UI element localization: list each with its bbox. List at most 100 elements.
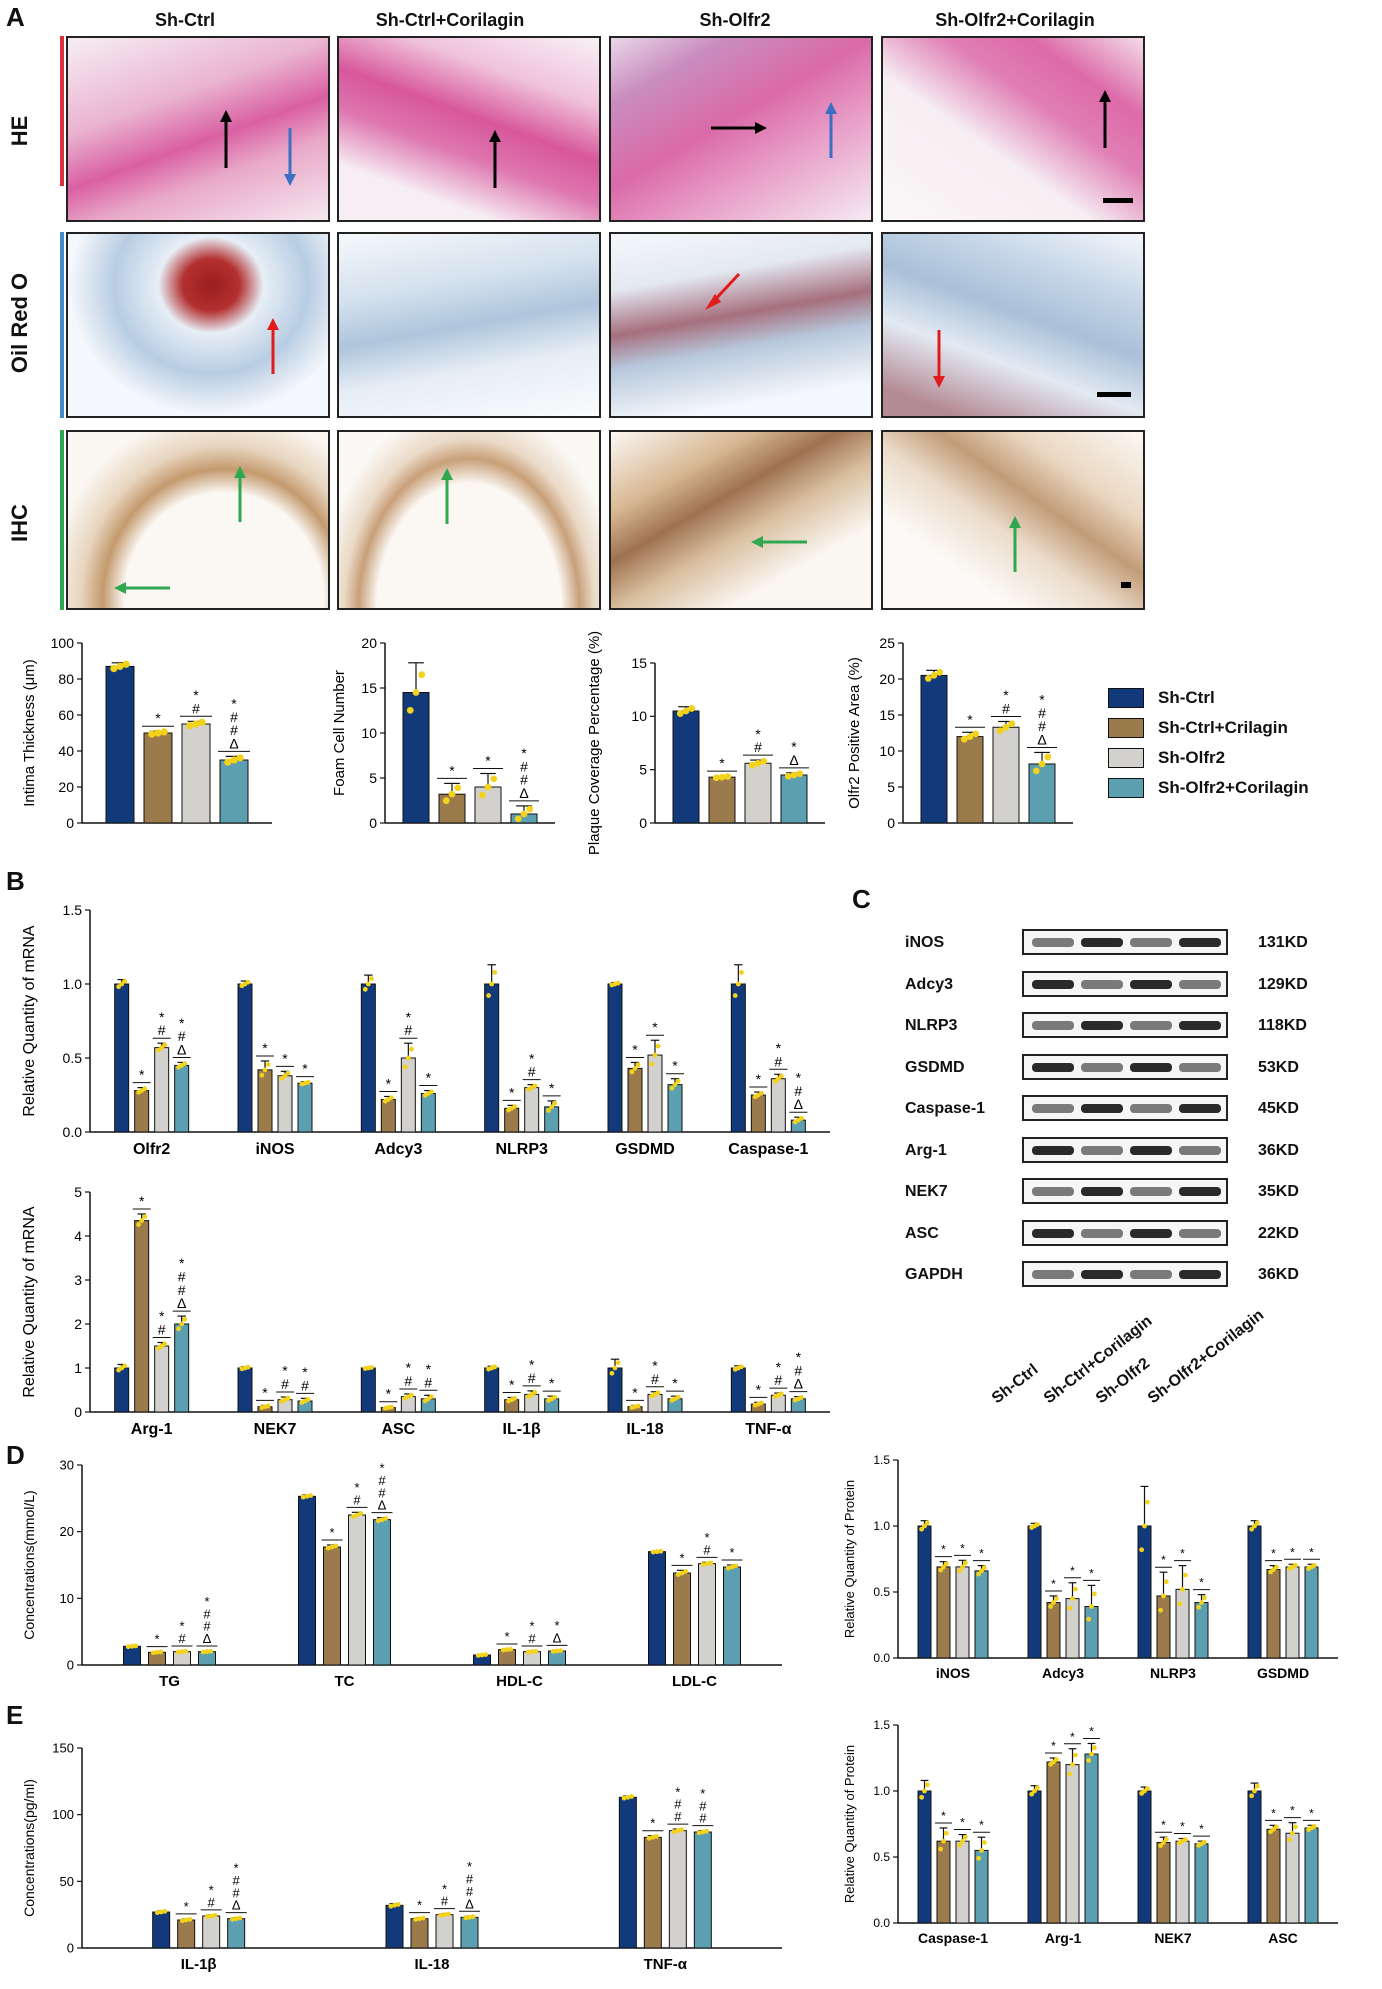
data-point [492, 1364, 498, 1370]
data-point [960, 1564, 965, 1570]
data-point [142, 1086, 148, 1092]
data-point [550, 1649, 556, 1654]
data-point [1089, 1604, 1094, 1609]
data-point [609, 1370, 615, 1376]
data-point [1158, 1607, 1164, 1613]
bar [360, 983, 376, 1133]
wb-band [1081, 1104, 1123, 1113]
wb-band [1179, 1021, 1221, 1030]
y-tick-label: 0 [66, 815, 74, 831]
data-point [139, 1218, 145, 1223]
y-tick-label: 10 [879, 743, 895, 759]
data-point [154, 729, 162, 737]
y-tick-label: 50 [60, 1874, 74, 1889]
legend-label: Sh-Ctrl [1158, 688, 1215, 707]
micrograph-oil-red-o-sh-ctrl [66, 232, 330, 418]
bar [1304, 1827, 1319, 1924]
bar [1266, 1569, 1281, 1659]
bar [438, 793, 466, 824]
wb-molecular-weight: 36KD [1258, 1266, 1299, 1283]
significance-mark: Δ [465, 1896, 474, 1911]
data-point [669, 1085, 675, 1091]
data-point [739, 970, 744, 975]
data-point [405, 1055, 411, 1061]
data-point [236, 754, 244, 762]
y-tick-label: 20 [58, 779, 74, 795]
y-axis-label: Olfr2 Positive Area (%) [846, 657, 863, 809]
data-point [1292, 1562, 1298, 1568]
data-point [957, 1842, 963, 1848]
wb-protein-label: NLRP3 [905, 1017, 958, 1034]
arrow-icon [1009, 516, 1131, 588]
panel-letter-b: B [6, 866, 25, 896]
data-point [1034, 1785, 1040, 1791]
wb-band [1179, 1062, 1221, 1072]
data-point [612, 1365, 618, 1371]
data-point [122, 978, 128, 984]
significance-mark: # [378, 1485, 386, 1500]
significance-mark: # [203, 1606, 211, 1621]
chart-protein-group-2: 0.0 0.5 1.0 1.5 Relative Quantity of Protein… [842, 1718, 1338, 1946]
significance-mark: # [281, 1376, 289, 1392]
significance-mark: * [960, 1816, 965, 1830]
y-tick-label: 5 [639, 762, 647, 778]
significance-mark: * [234, 1861, 239, 1876]
bar [373, 1519, 391, 1666]
significance-mark: # [178, 1268, 186, 1284]
bar [708, 776, 736, 824]
significance-mark: Δ [177, 1295, 186, 1311]
data-point [259, 1072, 265, 1078]
panel-letter-c: C [852, 884, 871, 914]
wb-band-strip [1022, 1053, 1228, 1080]
data-point [183, 1917, 189, 1923]
data-point [676, 710, 684, 717]
wb-band [1130, 1104, 1172, 1113]
significance-mark: * [1051, 1577, 1056, 1591]
bar [298, 1495, 316, 1666]
data-point [675, 1572, 681, 1577]
data-point [629, 1069, 635, 1075]
data-point [1249, 1526, 1255, 1532]
data-point [262, 1067, 268, 1073]
y-tick-label: 1.0 [873, 1784, 890, 1798]
data-point [362, 986, 368, 992]
data-point [183, 1648, 189, 1654]
wb-band [1130, 1187, 1172, 1196]
data-point [532, 1083, 538, 1089]
bar [174, 1323, 190, 1413]
significance-mark: # [233, 1873, 241, 1888]
significance-mark: # [441, 1894, 449, 1909]
data-point [395, 1901, 401, 1907]
data-point [354, 1512, 360, 1518]
data-point [922, 1788, 927, 1794]
y-tick-label: 5 [74, 1184, 82, 1200]
y-axis-label: Concentrations(mmol/L) [21, 1490, 37, 1639]
data-point [632, 1065, 638, 1071]
category-label: Olfr2 [133, 1141, 170, 1158]
data-point [389, 1404, 394, 1410]
data-point [1034, 1522, 1040, 1527]
bar [257, 1069, 273, 1133]
significance-mark: * [632, 1384, 638, 1400]
significance-mark: * [179, 1255, 185, 1271]
data-point [924, 675, 932, 682]
data-point [325, 1545, 331, 1551]
data-point [442, 797, 450, 805]
significance-mark: * [179, 1015, 185, 1031]
y-tick-label: 10 [60, 1591, 74, 1606]
data-point [922, 1523, 927, 1529]
micrograph-oil-red-o-sh-ctrl-corilagin [337, 232, 601, 418]
data-point [779, 1391, 784, 1397]
data-point [1032, 1788, 1037, 1794]
wb-band [1130, 1228, 1172, 1238]
data-point [981, 1840, 987, 1845]
significance-mark: * [672, 1375, 678, 1391]
data-point [438, 1912, 444, 1918]
y-tick-label: 4 [74, 1228, 82, 1244]
significance-mark: * [302, 1061, 308, 1077]
data-point [799, 1115, 804, 1121]
data-point [1249, 1793, 1255, 1799]
y-tick-label: 30 [60, 1458, 74, 1473]
wb-band [1179, 1104, 1221, 1113]
data-point [445, 1911, 451, 1917]
